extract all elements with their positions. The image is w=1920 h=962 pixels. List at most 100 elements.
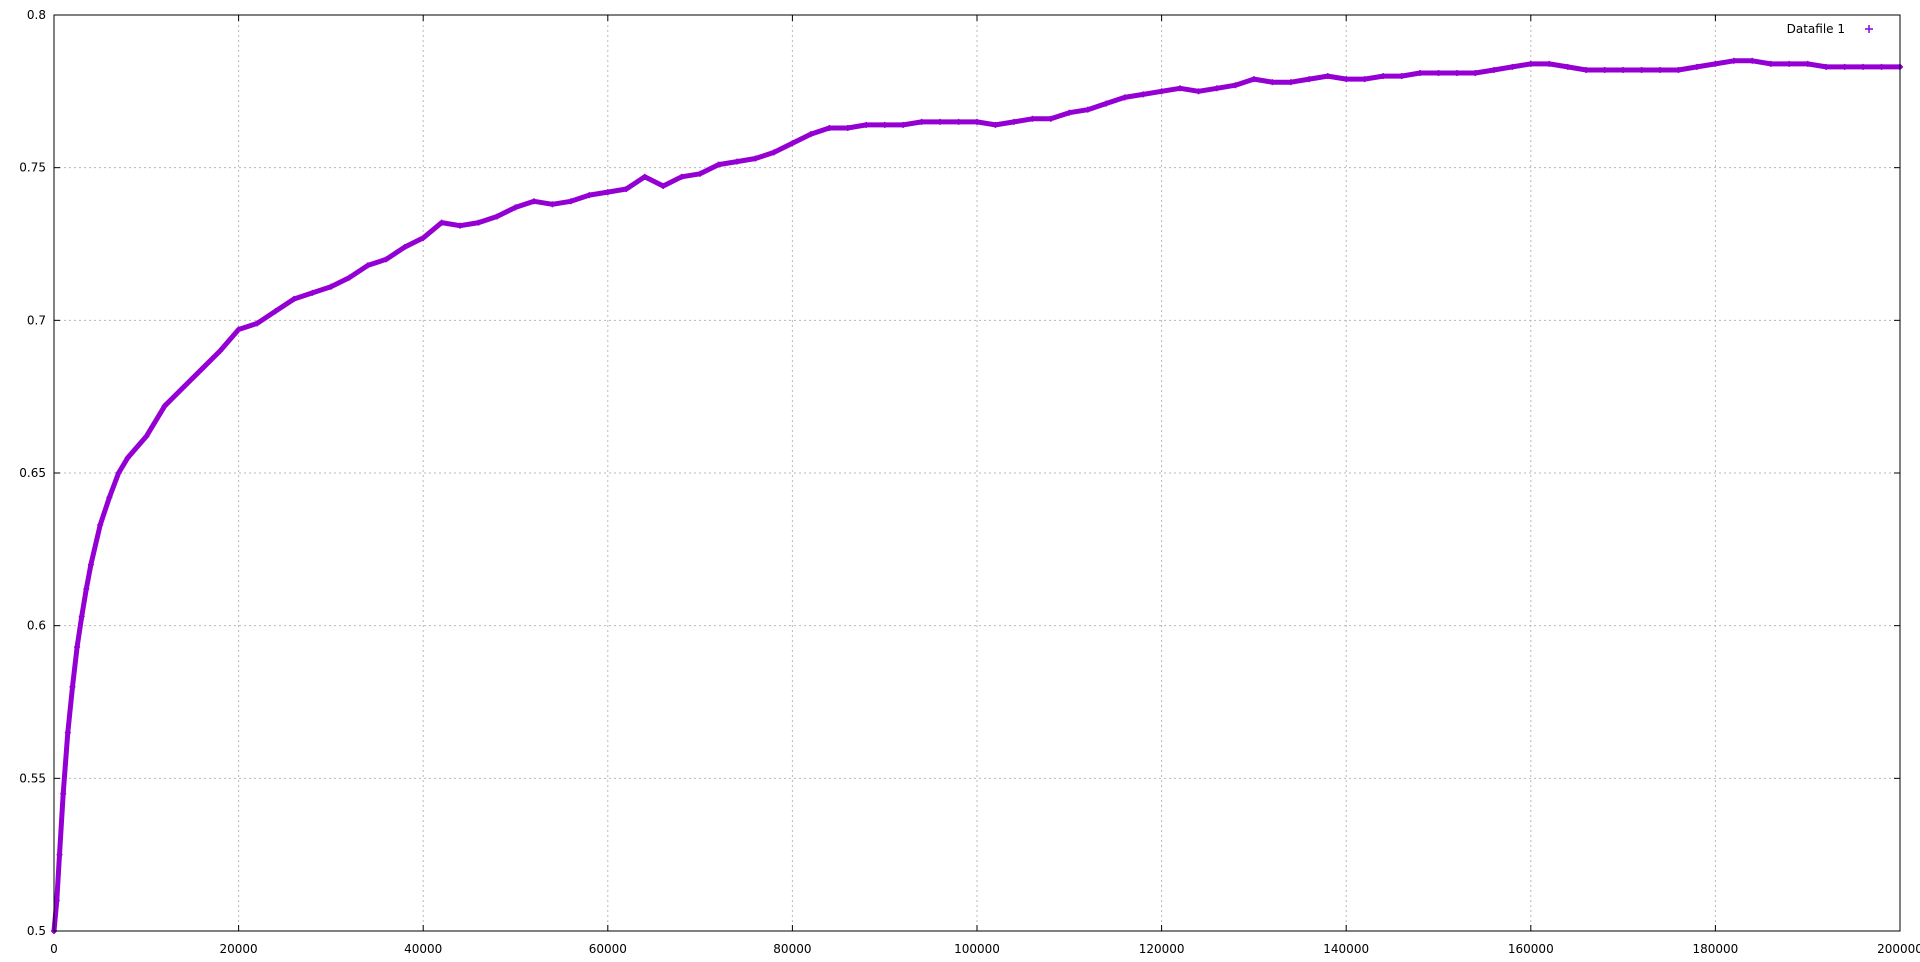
data-point bbox=[475, 219, 482, 226]
data-point bbox=[530, 198, 537, 205]
data-point bbox=[235, 326, 242, 333]
data-point bbox=[1380, 73, 1387, 80]
y-tick-label: 0.6 bbox=[27, 619, 46, 633]
data-point bbox=[567, 198, 574, 205]
data-point bbox=[586, 192, 593, 199]
data-point bbox=[1804, 60, 1811, 67]
data-point bbox=[789, 140, 796, 147]
data-point bbox=[1860, 63, 1867, 70]
data-point bbox=[1324, 73, 1331, 80]
data-point bbox=[1620, 66, 1627, 73]
data-point bbox=[1361, 76, 1368, 83]
data-point bbox=[1564, 63, 1571, 70]
x-tick-label: 160000 bbox=[1508, 942, 1554, 956]
data-point bbox=[383, 256, 390, 263]
data-point bbox=[1177, 85, 1184, 92]
data-point bbox=[752, 155, 759, 162]
x-tick-label: 140000 bbox=[1323, 942, 1369, 956]
data-point bbox=[97, 521, 104, 528]
data-point bbox=[78, 613, 85, 620]
data-point bbox=[1786, 60, 1793, 67]
data-point bbox=[87, 561, 94, 568]
data-point bbox=[56, 851, 63, 858]
data-point bbox=[844, 124, 851, 131]
tick-layer: 0 20000 40000 60000 80000 100000 120000 140000 1… bbox=[19, 8, 1920, 956]
data-point bbox=[1103, 100, 1110, 107]
data-point bbox=[1453, 70, 1460, 77]
data-point bbox=[1657, 66, 1664, 73]
data-point bbox=[918, 118, 925, 125]
data-point bbox=[1306, 76, 1313, 83]
x-tick-label: 60000 bbox=[589, 942, 627, 956]
y-tick-label: 0.75 bbox=[19, 161, 46, 175]
data-point bbox=[60, 790, 67, 797]
data-point bbox=[1343, 76, 1350, 83]
data-point bbox=[715, 161, 722, 168]
legend: Datafile 1 bbox=[1787, 22, 1873, 36]
data-point bbox=[106, 494, 113, 501]
data-point bbox=[1712, 60, 1719, 67]
data-point bbox=[161, 402, 168, 409]
data-point bbox=[1693, 63, 1700, 70]
legend-marker-plus bbox=[1865, 25, 1873, 33]
data-point bbox=[974, 118, 980, 125]
data-point bbox=[826, 124, 833, 131]
y-tick-label: 0.7 bbox=[27, 313, 46, 327]
data-point bbox=[327, 283, 334, 290]
data-point bbox=[309, 289, 316, 296]
data-point bbox=[678, 173, 685, 180]
y-tick-label: 0.5 bbox=[27, 924, 46, 938]
data-point bbox=[1435, 70, 1442, 77]
legend-label-datafile-1: Datafile 1 bbox=[1787, 22, 1845, 36]
data-point bbox=[604, 189, 611, 196]
data-point bbox=[1601, 66, 1608, 73]
data-point bbox=[115, 470, 122, 476]
data-point bbox=[1066, 109, 1073, 116]
data-point bbox=[770, 149, 777, 156]
data-point bbox=[660, 182, 667, 189]
data-point bbox=[512, 204, 519, 211]
data-point bbox=[1121, 94, 1128, 101]
data-point bbox=[1878, 63, 1885, 70]
data-point bbox=[69, 683, 76, 690]
data-point bbox=[955, 118, 962, 125]
data-point bbox=[992, 121, 999, 128]
data-point bbox=[401, 244, 408, 251]
data-point bbox=[937, 118, 944, 125]
data-point bbox=[1287, 79, 1294, 86]
data-point bbox=[1010, 118, 1017, 125]
data-point bbox=[1823, 63, 1830, 70]
data-point bbox=[1232, 82, 1239, 89]
data-point bbox=[623, 186, 630, 193]
data-point bbox=[807, 131, 814, 138]
data-point bbox=[863, 121, 870, 128]
data-point bbox=[198, 366, 205, 373]
data-point bbox=[346, 274, 353, 281]
data-point bbox=[1140, 91, 1147, 98]
x-tick-label: 200000 bbox=[1877, 942, 1920, 956]
data-point bbox=[1749, 57, 1756, 64]
data-point bbox=[1269, 79, 1276, 86]
data-point bbox=[1730, 57, 1737, 64]
data-point bbox=[1472, 70, 1479, 77]
data-point bbox=[1250, 76, 1257, 83]
data-point bbox=[53, 897, 60, 904]
x-tick-label: 120000 bbox=[1139, 942, 1185, 956]
data-point bbox=[180, 384, 187, 391]
data-point bbox=[1638, 66, 1645, 73]
x-tick-label: 0 bbox=[50, 942, 58, 956]
x-tick-label: 20000 bbox=[220, 942, 258, 956]
data-point bbox=[364, 262, 371, 269]
data-point bbox=[1546, 60, 1553, 67]
data-point bbox=[1490, 66, 1497, 73]
x-tick-label: 40000 bbox=[404, 942, 442, 956]
y-tick-label: 0.65 bbox=[19, 466, 46, 480]
data-point bbox=[1417, 70, 1424, 77]
data-point bbox=[1675, 66, 1682, 73]
plot-frame bbox=[53, 14, 1901, 932]
data-point bbox=[881, 121, 888, 128]
data-point bbox=[143, 433, 150, 440]
data-point bbox=[254, 320, 261, 327]
data-point bbox=[420, 234, 427, 241]
